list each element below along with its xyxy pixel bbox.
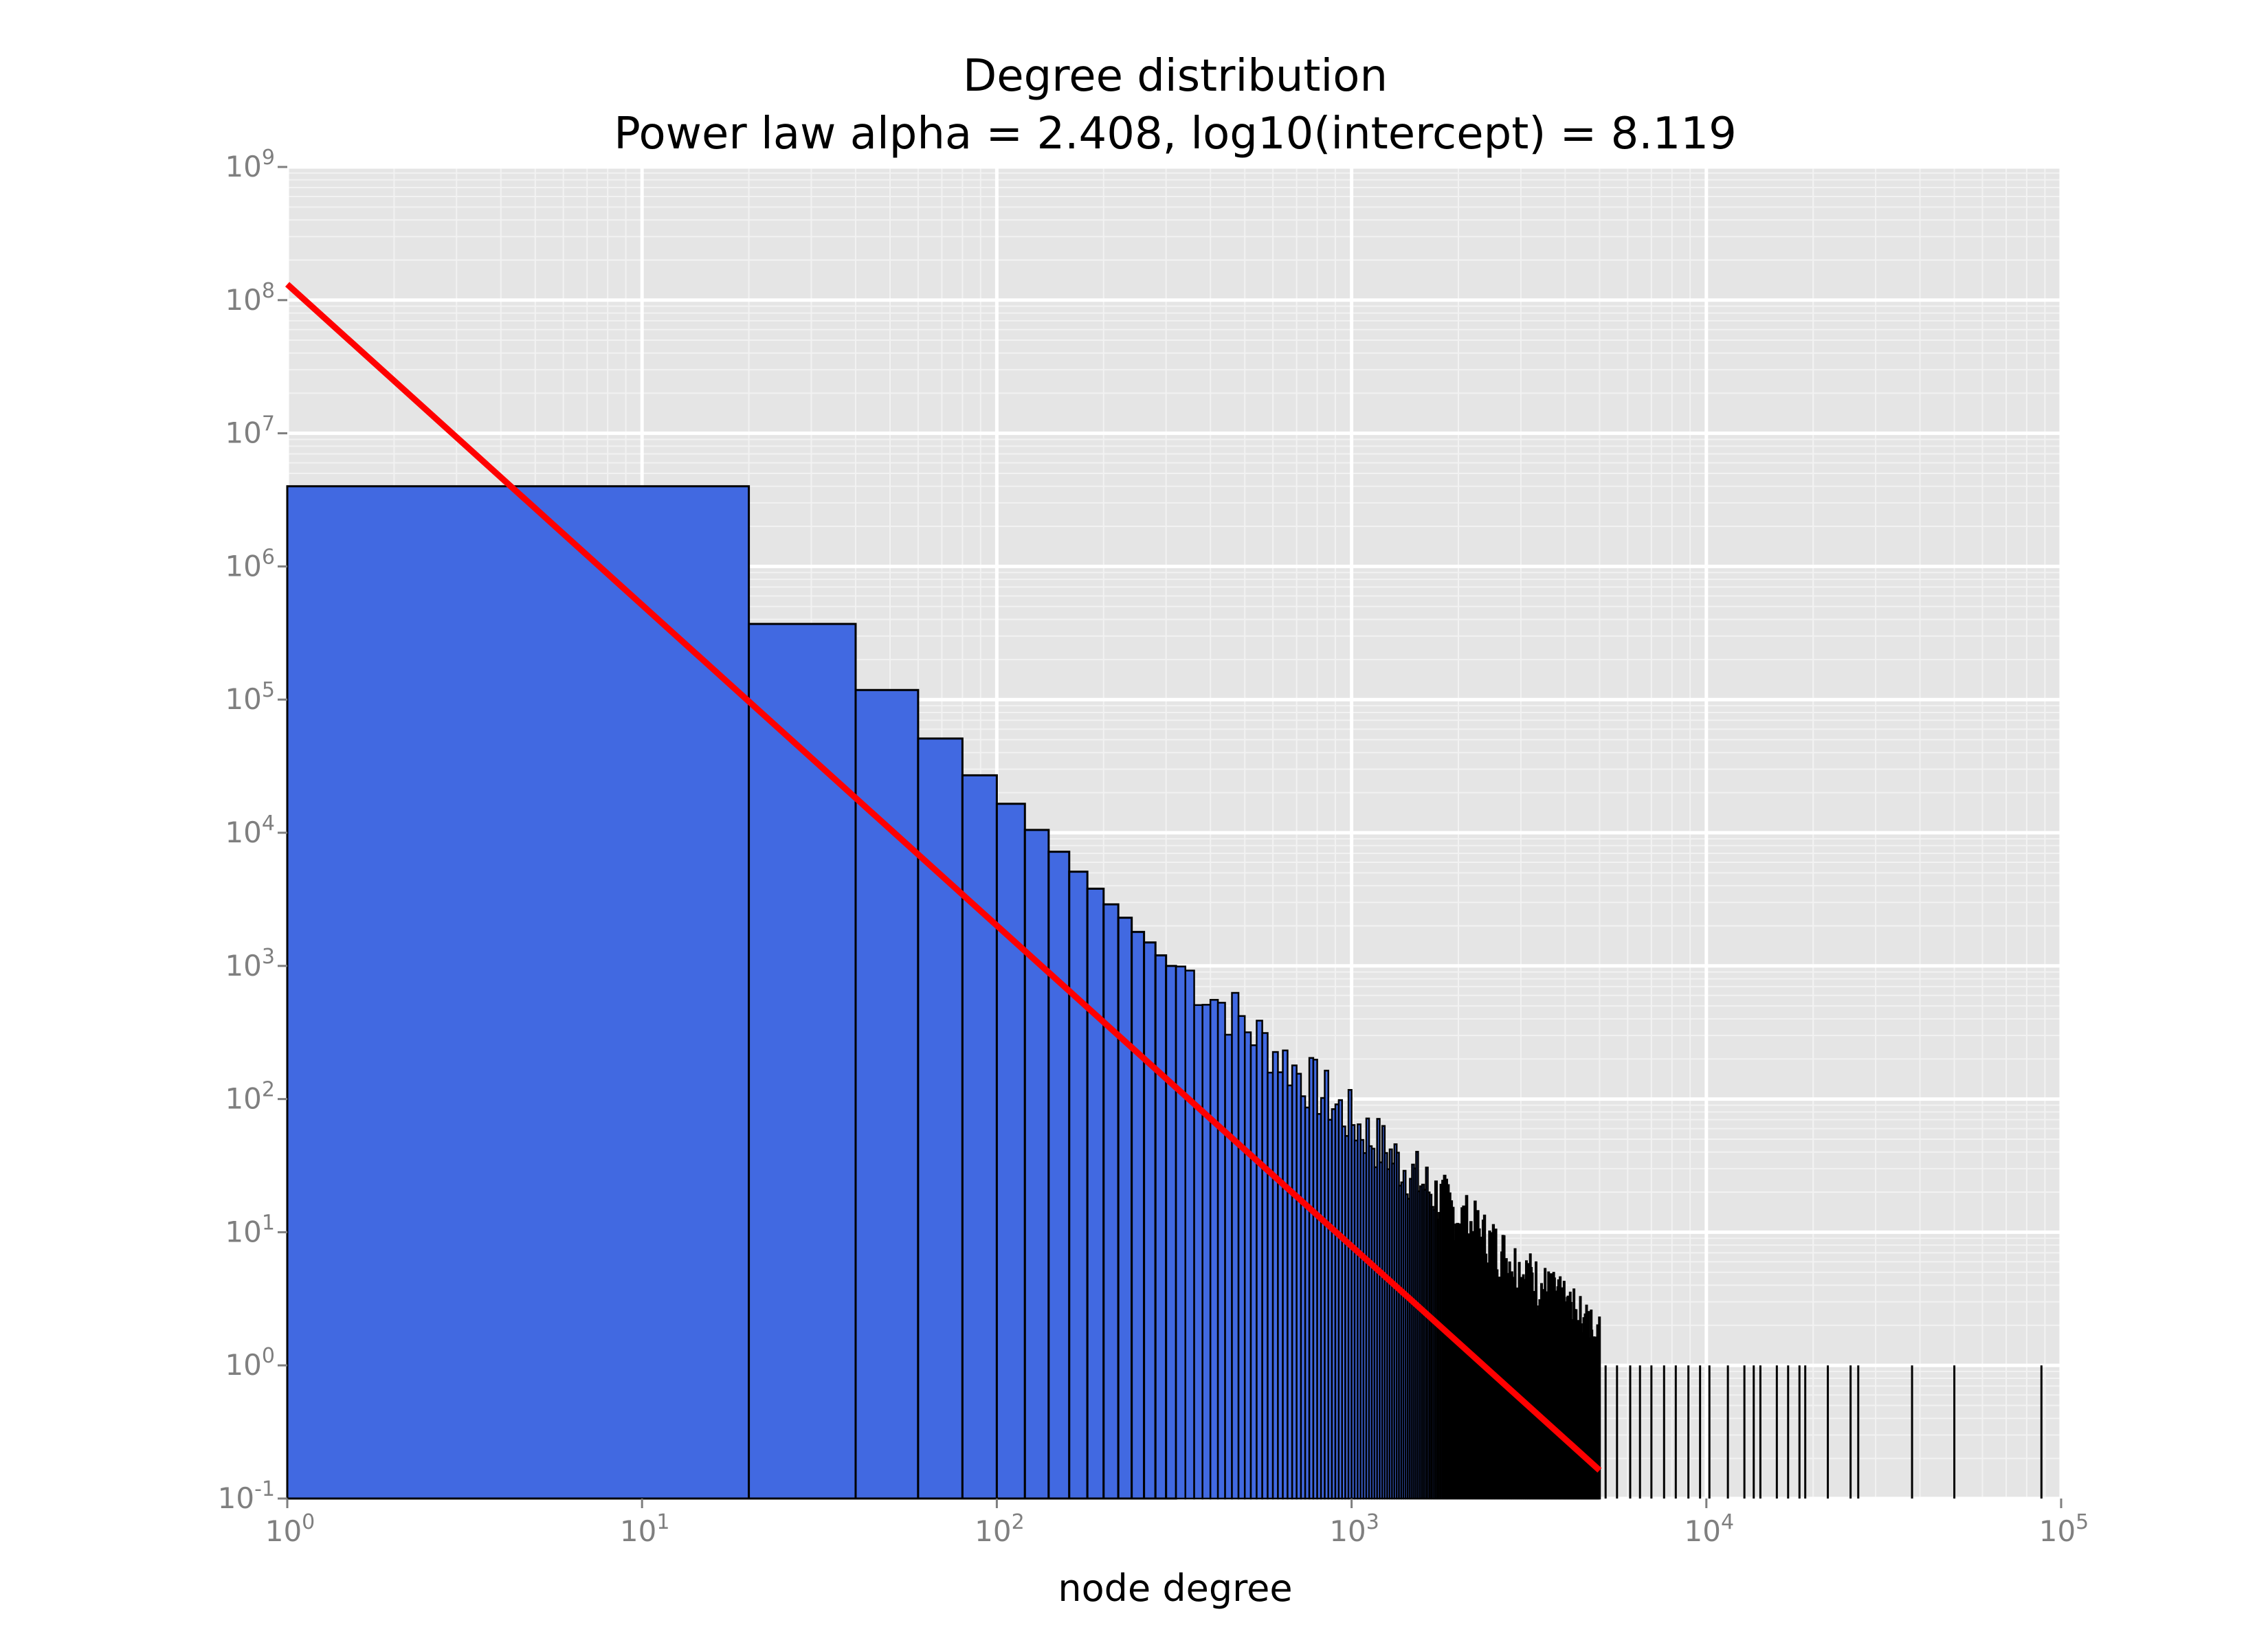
y-tick-label: 104: [225, 811, 275, 849]
x-tick-label: 104: [1685, 1510, 1735, 1548]
histogram-tail-bar: [1193, 1004, 1203, 1500]
histogram-bar: [1023, 829, 1050, 1500]
y-tick-label: 10-1: [218, 1477, 275, 1515]
x-tick-label: 101: [620, 1510, 670, 1548]
y-tick-label: 106: [225, 545, 275, 583]
y-tick-label: 108: [225, 279, 275, 317]
histogram-tail-bar: [1175, 965, 1186, 1500]
histogram-tail-bar: [1201, 1004, 1212, 1500]
histogram-tail-bar: [1598, 1316, 1601, 1500]
histogram-tail-bar: [1209, 998, 1219, 1500]
histogram-tail-bar: [1184, 969, 1195, 1500]
y-tick-label: 102: [225, 1078, 275, 1116]
histogram-tail-bar: [1224, 1033, 1233, 1500]
y-tick-label: 100: [225, 1344, 275, 1382]
x-axis: 100 101 102 103 104 105: [265, 1499, 2089, 1548]
power-law-fit: [285, 282, 1602, 1473]
x-tick-label: 102: [975, 1510, 1025, 1548]
histogram-bar: [1165, 965, 1177, 1500]
x-tick-label: 103: [1329, 1510, 1379, 1548]
histogram-bar: [1117, 917, 1133, 1500]
y-tick-label: 101: [225, 1211, 275, 1248]
chart-title: Degree distribution: [963, 51, 1388, 102]
y-tick-label: 109: [225, 146, 275, 183]
histogram-bar: [1131, 930, 1146, 1500]
y-axis: 10-1 100 101 102 103 104 105 106 107 108 109: [218, 146, 287, 1515]
y-tick-label: 103: [225, 945, 275, 983]
y-tick-label: 105: [225, 678, 275, 716]
chart-subtitle: Power law alpha = 2.408, log10(intercept…: [614, 109, 1737, 159]
histogram-bar: [748, 622, 857, 1500]
histogram-bar: [1086, 887, 1105, 1500]
histogram-bar: [1143, 941, 1157, 1500]
histogram-bar: [1068, 871, 1089, 1500]
histogram-bars: [286, 485, 1177, 1500]
histogram-tail-bar: [1231, 991, 1240, 1500]
histogram-bar: [1154, 954, 1168, 1500]
histogram-bar: [854, 688, 920, 1500]
fit-line: [285, 282, 1602, 1473]
x-tick-label: 100: [265, 1510, 315, 1548]
histogram-tail-bar: [1237, 1015, 1246, 1500]
y-tick-label: 107: [225, 412, 275, 450]
histogram-bar: [1047, 851, 1071, 1500]
histogram-bar: [1102, 903, 1120, 1500]
histogram-tail-bar: [1243, 1031, 1252, 1500]
x-axis-label: node degree: [1058, 1567, 1292, 1610]
histogram-bar: [995, 803, 1026, 1500]
histogram-tail-bar: [1216, 1002, 1226, 1500]
histogram-tail-bar: [1249, 1044, 1258, 1500]
histogram-bar: [917, 737, 964, 1500]
x-tick-label: 105: [2039, 1510, 2089, 1548]
histogram-bar: [961, 774, 998, 1500]
